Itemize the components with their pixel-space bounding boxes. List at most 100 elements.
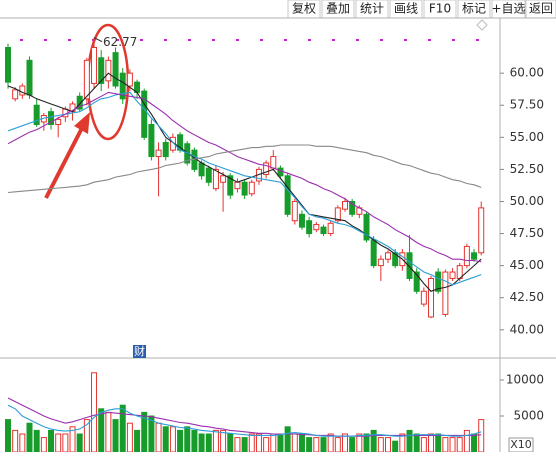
volume-bar xyxy=(198,433,205,453)
candle-body xyxy=(263,162,270,176)
toolbar: 复权 叠加 统计 画线 F10 标记 +自选 返回 xyxy=(287,0,556,19)
candle-body xyxy=(33,104,40,125)
y-tick-label: 57.50 xyxy=(510,98,544,112)
toolbar-label[interactable]: 叠加 xyxy=(326,2,350,16)
candle-body xyxy=(284,175,291,215)
marker-dot xyxy=(332,39,335,41)
volume-bar xyxy=(471,433,478,453)
marker-dot xyxy=(428,39,431,41)
candle-body xyxy=(83,59,90,100)
candle-body xyxy=(471,252,478,260)
candle-body xyxy=(105,59,112,82)
volume-bar xyxy=(306,437,313,453)
candle-body xyxy=(435,271,442,292)
moving-average-line xyxy=(7,404,482,437)
volume-bar xyxy=(435,433,442,453)
volume-bar xyxy=(241,437,248,453)
toolbar-label[interactable]: 统计 xyxy=(360,2,384,16)
candle-body xyxy=(413,271,420,292)
candle-body xyxy=(291,200,298,222)
volume-bar xyxy=(212,429,219,453)
candle-body xyxy=(112,52,119,87)
volume-bar xyxy=(177,429,184,453)
marker-dot xyxy=(236,39,239,41)
volume-bar xyxy=(98,408,105,453)
volume-bar xyxy=(33,429,40,453)
toolbar-label[interactable]: 画线 xyxy=(394,2,418,16)
moving-average-line xyxy=(7,397,482,437)
volume-bar xyxy=(126,422,133,453)
volume-bar xyxy=(442,437,449,453)
candle-body xyxy=(327,222,334,235)
marker-dot xyxy=(140,39,143,41)
candle-body xyxy=(370,239,377,267)
candle-body xyxy=(478,207,485,254)
volume-bar xyxy=(349,437,356,453)
max-price-label: 62.77 xyxy=(103,35,137,49)
volume-bar xyxy=(12,429,19,453)
volume-bar xyxy=(478,419,485,453)
candle-body xyxy=(449,271,456,279)
candle-body xyxy=(270,156,277,169)
candle-body xyxy=(98,57,105,84)
candle-body xyxy=(428,277,435,318)
candle-body xyxy=(298,213,305,228)
badge-box xyxy=(133,345,146,358)
candle-body xyxy=(162,141,169,158)
candle-body xyxy=(277,167,284,177)
marker-dot xyxy=(68,39,71,41)
volume-bar xyxy=(220,429,227,453)
toolbar-label[interactable]: 复权 xyxy=(292,2,316,16)
moving-average-line xyxy=(7,91,482,286)
max-leader xyxy=(93,37,103,43)
candle-body xyxy=(341,200,348,210)
marker-dot xyxy=(308,39,311,41)
candle-body xyxy=(5,47,11,83)
toolbar-label[interactable]: 标记 xyxy=(462,2,486,16)
marker-dot xyxy=(20,39,23,41)
volume-bar xyxy=(313,437,320,453)
y-tick-label: 50.00 xyxy=(510,194,544,208)
y-tick-label: 40.00 xyxy=(510,322,544,336)
marker-dot xyxy=(356,39,359,41)
candle-body xyxy=(48,111,55,125)
candle-body xyxy=(220,175,227,183)
moving-average-line xyxy=(7,144,482,194)
candle-body xyxy=(349,200,356,215)
volume-bar xyxy=(406,429,413,453)
volume-bar xyxy=(205,433,212,453)
candle-body xyxy=(212,168,219,190)
toolbar-label[interactable]: 返回 xyxy=(529,2,553,16)
candle-body xyxy=(392,252,399,267)
volume-bar xyxy=(277,433,284,453)
candle-body xyxy=(442,271,449,315)
candle-body xyxy=(205,167,212,183)
volume-bar xyxy=(456,437,463,453)
volume-bar xyxy=(26,422,33,453)
marker-dot xyxy=(284,39,287,41)
volume-bar xyxy=(191,429,198,453)
volume-bar xyxy=(463,429,470,453)
volume-bar xyxy=(105,411,112,453)
volume-bar xyxy=(112,419,119,453)
moving-average-line xyxy=(7,72,482,292)
y-tick-label: 5000 xyxy=(513,409,544,423)
marker-dot xyxy=(260,39,263,41)
candle-body xyxy=(320,226,327,235)
y-tick-label: 52.50 xyxy=(510,162,544,176)
arrow-shaft xyxy=(44,127,84,199)
y-tick-label: 60.00 xyxy=(510,66,544,80)
volume-bar xyxy=(334,437,341,453)
candle-body xyxy=(248,181,255,195)
volume-bar xyxy=(155,422,162,453)
candle-body xyxy=(420,290,427,305)
toolbar-label[interactable]: F10 xyxy=(429,2,451,16)
volume-bar xyxy=(255,433,262,453)
volume-bar xyxy=(119,404,126,453)
marker-dot xyxy=(404,39,407,41)
volume-bar xyxy=(377,437,384,453)
toolbar-label[interactable]: +自选 xyxy=(491,2,525,16)
volume-bar xyxy=(385,437,392,453)
candle-body xyxy=(141,90,148,138)
